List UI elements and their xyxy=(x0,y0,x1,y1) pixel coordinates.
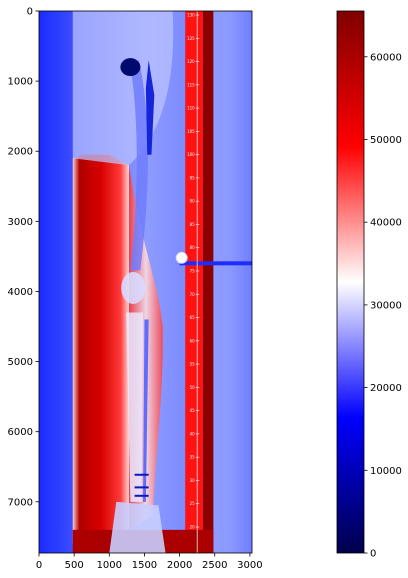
ruler-label: 125 xyxy=(187,36,195,41)
y-tick-label: 5000 xyxy=(8,357,33,368)
ruler-label: 130 xyxy=(187,13,195,18)
colorbar: 0 10000 20000 30000 40000 50000 60000 xyxy=(336,10,402,560)
y-tick-label: 6000 xyxy=(8,427,33,438)
fibula-bone xyxy=(143,319,149,502)
ankle-screw xyxy=(134,494,149,497)
ruler-label: 60 xyxy=(190,338,196,343)
y-tick-label: 3000 xyxy=(8,217,33,228)
y-tick-label: 0 xyxy=(27,7,33,18)
ruler-label: 80 xyxy=(190,245,196,250)
ruler-label: 85 xyxy=(190,222,196,227)
colorbar-tick-label: 10000 xyxy=(370,466,402,477)
ruler-label: 100 xyxy=(187,152,195,157)
colorbar-tick-label: 0 xyxy=(370,549,376,560)
ruler-label: 105 xyxy=(187,129,195,134)
ruler-strip xyxy=(185,11,203,553)
x-tick-label: 1500 xyxy=(132,560,157,571)
ruler-label: 70 xyxy=(190,292,196,297)
y-tick-label: 4000 xyxy=(8,287,33,298)
ruler-label: 90 xyxy=(190,199,196,204)
colorbar-tick-label: 30000 xyxy=(370,300,402,311)
hip-stem-implant xyxy=(145,60,155,155)
ruler-label: 110 xyxy=(187,106,195,111)
ruler-label: 45 xyxy=(190,408,196,413)
ruler-label: 95 xyxy=(190,175,196,180)
tibia-bone xyxy=(126,312,144,502)
foot-region xyxy=(109,501,166,553)
y-axis: 0 1000 2000 3000 4000 5000 6000 7000 xyxy=(8,7,39,508)
x-tick-label: 3000 xyxy=(237,560,262,571)
ruler-label: 120 xyxy=(187,59,195,64)
film-margin xyxy=(213,11,252,553)
y-tick-label: 2000 xyxy=(8,147,33,158)
colorbar-axis: 0 10000 20000 30000 40000 50000 60000 xyxy=(364,52,402,560)
ruler-label: 75 xyxy=(190,269,196,274)
ruler-label: 30 xyxy=(190,478,196,483)
ruler-label: 50 xyxy=(190,385,196,390)
colorbar-tick-label: 60000 xyxy=(370,52,402,63)
ankle-screw xyxy=(134,473,149,476)
colorbar-gradient xyxy=(336,10,365,554)
marker-ball xyxy=(175,251,188,264)
x-axis: 0 500 1000 1500 2000 2500 3000 xyxy=(36,553,263,571)
ruler-label: 40 xyxy=(190,431,196,436)
right-dark-band xyxy=(202,11,214,553)
femoral-head-implant xyxy=(120,58,141,77)
ruler-label: 35 xyxy=(190,455,196,460)
y-tick-label: 1000 xyxy=(8,77,33,88)
x-tick-label: 2500 xyxy=(202,560,227,571)
colorbar-tick-label: 20000 xyxy=(370,383,402,394)
ruler-label: 25 xyxy=(190,501,196,506)
soft-tissue-region xyxy=(72,154,129,544)
x-tick-label: 1000 xyxy=(97,560,122,571)
ruler-label: 55 xyxy=(190,362,196,367)
ruler-label: 115 xyxy=(187,82,195,87)
femur-bone xyxy=(130,60,148,271)
colorbar-tick-label: 50000 xyxy=(370,135,402,146)
colorbar-tick-label: 40000 xyxy=(370,218,402,229)
knee-joint xyxy=(121,271,146,304)
marker-rod xyxy=(179,261,252,266)
y-tick-label: 7000 xyxy=(8,497,33,508)
plot-frame xyxy=(38,10,253,554)
heatmap-image: 130 125 120 115 110 105 100 95 90 85 80 75 70 65 60 55 5… xyxy=(39,11,252,553)
ruler-label: 20 xyxy=(190,525,196,530)
ankle-screw xyxy=(134,486,149,489)
x-tick-label: 2000 xyxy=(167,560,192,571)
ruler-label: 65 xyxy=(190,315,196,320)
x-tick-label: 500 xyxy=(65,560,84,571)
x-tick-label: 0 xyxy=(36,560,42,571)
